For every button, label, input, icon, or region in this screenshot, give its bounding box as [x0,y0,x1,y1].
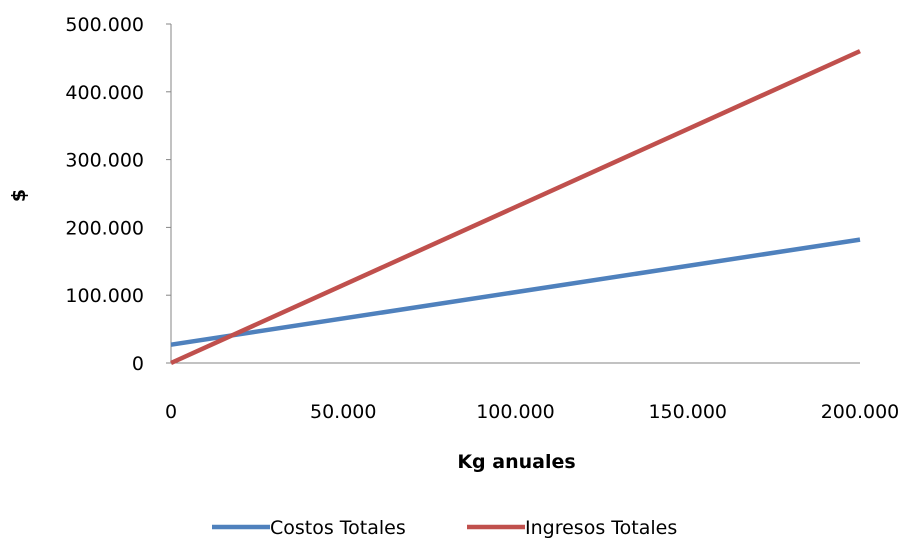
series-line-costos-totales [170,237,861,347]
y-tick-label: 100.000 [65,285,144,307]
x-tick-label: 50.000 [310,401,376,423]
legend-label: Ingresos Totales [525,517,677,539]
y-tick-label: 400.000 [65,82,144,104]
series-line-ingresos-totales [170,49,861,366]
legend: Costos Totales Ingresos Totales [212,517,677,539]
x-tick-label: 200.000 [821,401,900,423]
x-tick-label: 100.000 [476,401,555,423]
y-tick-label: 300.000 [65,150,144,172]
y-tick-label: 500.000 [65,14,144,36]
y-axis-title: $ [8,189,30,202]
x-tick-labels: 0 50.000 100.000 150.000 200.000 [165,401,899,423]
y-tick-label: 200.000 [65,217,144,239]
y-tick-labels: 0 100.000 200.000 300.000 400.000 500.000 [65,14,171,375]
y-tick-label: 0 [132,353,144,375]
x-tick-label: 150.000 [648,401,727,423]
series-lines [170,49,861,366]
x-axis-title: Kg anuales [457,451,575,473]
legend-label: Costos Totales [270,517,406,539]
x-tick-label: 0 [165,401,177,423]
